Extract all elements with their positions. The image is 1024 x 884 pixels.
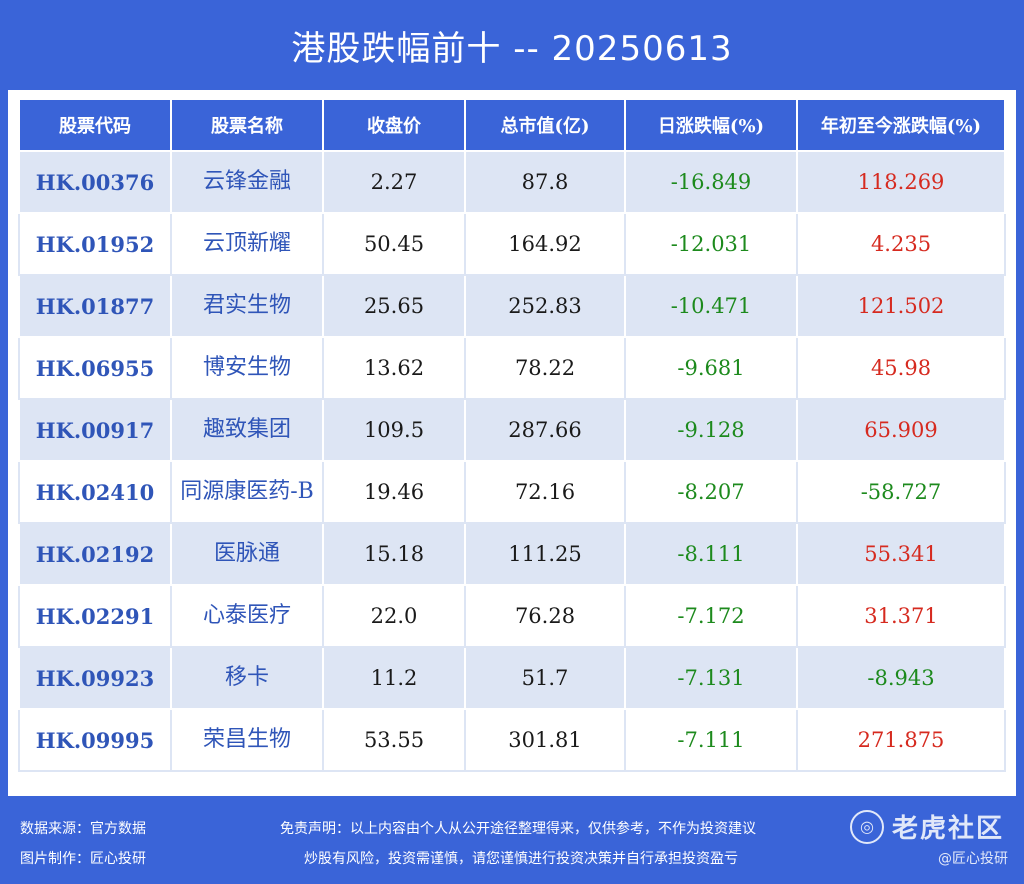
header-day-change: 日涨跌幅(%) <box>624 98 798 152</box>
close-price: 109.5 <box>322 398 466 462</box>
stock-name: 同源康医药-B <box>170 460 324 524</box>
table-row: HK.06955 博安生物 13.62 78.22 -9.681 45.98 <box>18 336 1006 400</box>
table-panel: 股票代码 股票名称 收盘价 总市值(亿) 日涨跌幅(%) 年初至今涨跌幅(%) … <box>8 90 1016 796</box>
table-row: HK.00376 云锋金融 2.27 87.8 -16.849 118.269 <box>18 150 1006 214</box>
stock-code: HK.00917 <box>18 398 172 462</box>
ytd-change: -8.943 <box>796 646 1006 710</box>
market-cap: 287.66 <box>464 398 626 462</box>
ytd-change: 4.235 <box>796 212 1006 276</box>
close-price: 22.0 <box>322 584 466 648</box>
close-price: 15.18 <box>322 522 466 586</box>
table-row: HK.00917 趣致集团 109.5 287.66 -9.128 65.909 <box>18 398 1006 462</box>
stock-code: HK.09995 <box>18 708 172 772</box>
stock-name: 趣致集团 <box>170 398 324 462</box>
market-cap: 252.83 <box>464 274 626 338</box>
header-ytd-change: 年初至今涨跌幅(%) <box>796 98 1006 152</box>
ytd-change: 55.341 <box>796 522 1006 586</box>
market-cap: 111.25 <box>464 522 626 586</box>
data-source: 数据来源：官方数据 <box>20 821 146 837</box>
header-code: 股票代码 <box>18 98 172 152</box>
stock-name: 荣昌生物 <box>170 708 324 772</box>
header-name: 股票名称 <box>170 98 324 152</box>
stock-code: HK.00376 <box>18 150 172 214</box>
table-header-row: 股票代码 股票名称 收盘价 总市值(亿) 日涨跌幅(%) 年初至今涨跌幅(%) <box>18 98 1006 152</box>
ytd-change: -58.727 <box>796 460 1006 524</box>
ytd-change: 31.371 <box>796 584 1006 648</box>
day-change: -16.849 <box>624 150 798 214</box>
market-cap: 87.8 <box>464 150 626 214</box>
stock-code: HK.02291 <box>18 584 172 648</box>
ytd-change: 45.98 <box>796 336 1006 400</box>
stock-name: 博安生物 <box>170 336 324 400</box>
ytd-change: 121.502 <box>796 274 1006 338</box>
day-change: -8.111 <box>624 522 798 586</box>
close-price: 13.62 <box>322 336 466 400</box>
stock-name: 云锋金融 <box>170 150 324 214</box>
stock-table: 股票代码 股票名称 收盘价 总市值(亿) 日涨跌幅(%) 年初至今涨跌幅(%) … <box>18 98 1006 772</box>
header-market-cap: 总市值(亿) <box>464 98 626 152</box>
table-row: HK.02192 医脉通 15.18 111.25 -8.111 55.341 <box>18 522 1006 586</box>
market-cap: 164.92 <box>464 212 626 276</box>
day-change: -7.131 <box>624 646 798 710</box>
watermark-text: 老虎社区 <box>891 814 1004 844</box>
stock-name: 君实生物 <box>170 274 324 338</box>
watermark-sub: @匠心投研 <box>938 851 1008 867</box>
ytd-change: 271.875 <box>796 708 1006 772</box>
page-title: 港股跌幅前十 -- 20250613 <box>291 28 733 69</box>
market-cap: 76.28 <box>464 584 626 648</box>
close-price: 19.46 <box>322 460 466 524</box>
ytd-change: 65.909 <box>796 398 1006 462</box>
day-change: -9.681 <box>624 336 798 400</box>
table-row: HK.02410 同源康医药-B 19.46 72.16 -8.207 -58.727 <box>18 460 1006 524</box>
market-cap: 301.81 <box>464 708 626 772</box>
close-price: 25.65 <box>322 274 466 338</box>
header-close: 收盘价 <box>322 98 466 152</box>
market-cap: 51.7 <box>464 646 626 710</box>
stock-name: 心泰医疗 <box>170 584 324 648</box>
close-price: 11.2 <box>322 646 466 710</box>
table-row: HK.01877 君实生物 25.65 252.83 -10.471 121.502 <box>18 274 1006 338</box>
market-cap: 72.16 <box>464 460 626 524</box>
stock-code: HK.09923 <box>18 646 172 710</box>
stock-name: 云顶新耀 <box>170 212 324 276</box>
table-row: HK.09923 移卡 11.2 51.7 -7.131 -8.943 <box>18 646 1006 710</box>
close-price: 53.55 <box>322 708 466 772</box>
table-row: HK.09995 荣昌生物 53.55 301.81 -7.111 271.875 <box>18 708 1006 772</box>
table-row: HK.01952 云顶新耀 50.45 164.92 -12.031 4.235 <box>18 212 1006 276</box>
watermark: ◎ 老虎社区 <box>849 808 1004 845</box>
day-change: -7.111 <box>624 708 798 772</box>
day-change: -7.172 <box>624 584 798 648</box>
footer: 数据来源：官方数据 图片制作：匠心投研 免责声明：以上内容由个人从公开途径整理得… <box>0 806 1024 884</box>
stock-code: HK.01877 <box>18 274 172 338</box>
table-row: HK.02291 心泰医疗 22.0 76.28 -7.172 31.371 <box>18 584 1006 648</box>
ytd-change: 118.269 <box>796 150 1006 214</box>
image-maker: 图片制作：匠心投研 <box>20 851 146 867</box>
stock-name: 医脉通 <box>170 522 324 586</box>
day-change: -12.031 <box>624 212 798 276</box>
day-change: -10.471 <box>624 274 798 338</box>
day-change: -8.207 <box>624 460 798 524</box>
stock-code: HK.02192 <box>18 522 172 586</box>
stock-name: 移卡 <box>170 646 324 710</box>
close-price: 50.45 <box>322 212 466 276</box>
disclaimer-line-2: 炒股有风险，投资需谨慎，请您谨慎进行投资决策并自行承担投资盈亏 <box>304 851 738 867</box>
day-change: -9.128 <box>624 398 798 462</box>
stock-code: HK.01952 <box>18 212 172 276</box>
stock-code: HK.02410 <box>18 460 172 524</box>
tiger-logo-icon: ◎ <box>849 809 884 844</box>
close-price: 2.27 <box>322 150 466 214</box>
market-cap: 78.22 <box>464 336 626 400</box>
stock-code: HK.06955 <box>18 336 172 400</box>
disclaimer-line-1: 免责声明：以上内容由个人从公开途径整理得来，仅供参考，不作为投资建议 <box>280 821 756 837</box>
